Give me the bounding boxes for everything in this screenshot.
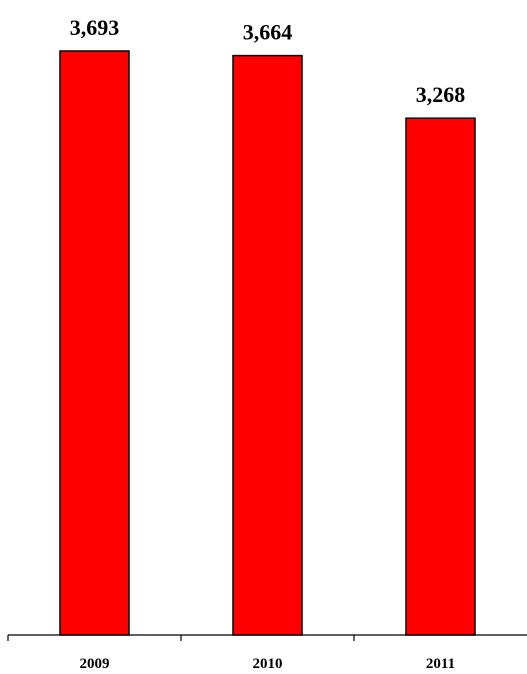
value-label-2011: 3,268: [416, 82, 466, 107]
value-labels-group: 3,693 3,664 3,268: [70, 15, 466, 107]
x-tick-label-2011: 2011: [426, 656, 455, 672]
x-tick-label-2010: 2010: [253, 656, 283, 672]
bar-2010: [232, 54, 303, 636]
value-label-2010: 3,664: [243, 20, 293, 45]
x-tick-label-2009: 2009: [80, 656, 110, 672]
x-tick-labels-group: 2009 2010 2011: [80, 656, 456, 672]
x-axis: [7, 634, 527, 641]
bars-group: [59, 50, 476, 636]
bar-2011: [405, 117, 476, 636]
value-label-2009: 3,693: [70, 15, 120, 40]
bar-2009: [59, 50, 130, 636]
